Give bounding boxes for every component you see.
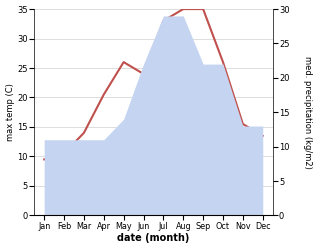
Y-axis label: med. precipitation (kg/m2): med. precipitation (kg/m2) bbox=[303, 56, 313, 169]
Y-axis label: max temp (C): max temp (C) bbox=[5, 83, 15, 141]
X-axis label: date (month): date (month) bbox=[117, 234, 190, 244]
